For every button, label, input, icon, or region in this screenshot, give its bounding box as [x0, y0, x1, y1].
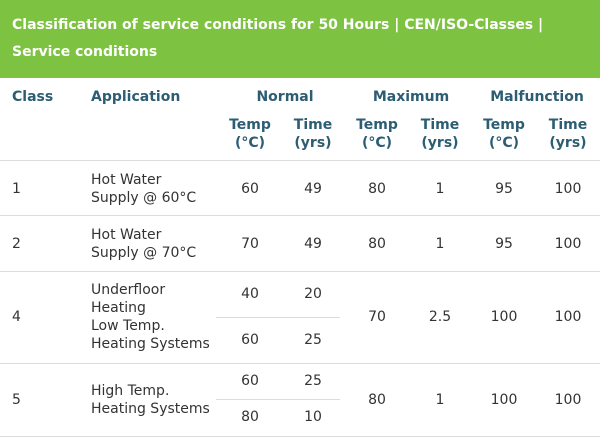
header-application: Application: [91, 89, 181, 105]
table-row-class: 4: [12, 309, 21, 325]
malfunction-temp-value: 95: [495, 181, 513, 197]
table-row-class: 5: [12, 392, 21, 408]
header-maximum-temp: Temp (°C): [349, 116, 405, 152]
maximum-temp-value: 80: [368, 181, 386, 197]
application-line: Hot Water: [91, 227, 162, 243]
header-temp-unit: (°C): [361, 135, 393, 151]
application-line: High Temp.: [91, 383, 170, 399]
header-temp-label: Temp: [483, 117, 525, 133]
table-row-application: Hot Water Supply @ 60°C: [91, 171, 196, 207]
header-time-unit: (yrs): [294, 135, 332, 151]
header-malfunction: Malfunction: [490, 89, 584, 105]
header-temp-label: Temp: [229, 117, 271, 133]
application-line: Supply @ 70°C: [91, 245, 197, 261]
normal-time-value: 10: [304, 409, 322, 425]
normal-temp-value: 40: [241, 286, 259, 302]
header-temp-label: Temp: [356, 117, 398, 133]
application-line: Low Temp.: [91, 318, 165, 334]
header-maximum: Maximum: [372, 89, 450, 105]
maximum-time-value: 2.5: [428, 309, 452, 325]
normal-time-value: 49: [304, 236, 322, 252]
malfunction-time-value: 100: [554, 236, 582, 252]
malfunction-time-value: 100: [554, 181, 582, 197]
normal-temp-value: 60: [241, 181, 259, 197]
table-title-banner: Classification of service conditions for…: [0, 0, 600, 78]
header-temp-unit: (°C): [234, 135, 266, 151]
application-line: Heating: [91, 300, 146, 316]
normal-temp-value: 60: [241, 332, 259, 348]
header-normal-time: Time (yrs): [285, 116, 341, 152]
header-class: Class: [12, 89, 54, 105]
row-divider: [0, 215, 600, 216]
header-time-label: Time: [293, 117, 333, 133]
maximum-temp-value: 70: [368, 309, 386, 325]
sub-row-divider: [216, 399, 340, 400]
maximum-time-value: 1: [435, 392, 445, 408]
normal-time-value: 49: [304, 181, 322, 197]
application-line: Heating Systems: [91, 336, 210, 352]
header-normal: Normal: [256, 89, 314, 105]
row-divider: [0, 160, 600, 161]
malfunction-temp-value: 95: [495, 236, 513, 252]
normal-time-value: 20: [304, 286, 322, 302]
malfunction-time-value: 100: [554, 309, 582, 325]
table-row-class: 2: [12, 236, 21, 252]
normal-temp-value: 80: [241, 409, 259, 425]
maximum-temp-value: 80: [368, 392, 386, 408]
header-time-label: Time: [420, 117, 460, 133]
row-divider: [0, 363, 600, 364]
application-line: Supply @ 60°C: [91, 190, 197, 206]
application-line: Hot Water: [91, 172, 162, 188]
row-divider: [0, 271, 600, 272]
table-row-class: 1: [12, 181, 21, 197]
header-maximum-time: Time (yrs): [412, 116, 468, 152]
header-malfunction-time: Time (yrs): [540, 116, 596, 152]
table-row-application: Underfloor Heating Low Temp. Heating Sys…: [91, 281, 210, 353]
application-line: Heating Systems: [91, 401, 210, 417]
normal-time-value: 25: [304, 373, 322, 389]
table-row-application: Hot Water Supply @ 70°C: [91, 226, 196, 262]
malfunction-time-value: 100: [554, 392, 582, 408]
normal-temp-value: 60: [241, 373, 259, 389]
header-normal-temp: Temp (°C): [222, 116, 278, 152]
header-time-unit: (yrs): [549, 135, 587, 151]
maximum-time-value: 1: [435, 181, 445, 197]
table-row-application: High Temp. Heating Systems: [91, 382, 210, 418]
malfunction-temp-value: 100: [490, 392, 518, 408]
header-temp-unit: (°C): [488, 135, 520, 151]
maximum-temp-value: 80: [368, 236, 386, 252]
normal-temp-value: 70: [241, 236, 259, 252]
row-divider: [0, 436, 600, 437]
header-time-unit: (yrs): [421, 135, 459, 151]
sub-row-divider: [216, 317, 340, 318]
header-time-label: Time: [548, 117, 588, 133]
application-line: Underfloor: [91, 282, 166, 298]
normal-time-value: 25: [304, 332, 322, 348]
malfunction-temp-value: 100: [490, 309, 518, 325]
header-malfunction-temp: Temp (°C): [476, 116, 532, 152]
maximum-time-value: 1: [435, 236, 445, 252]
